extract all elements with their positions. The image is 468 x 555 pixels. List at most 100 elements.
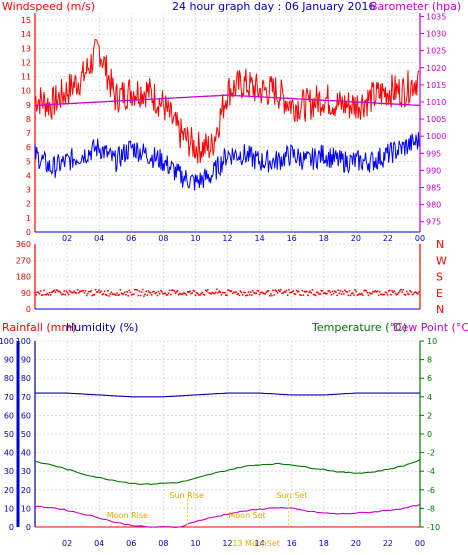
wind-direction-point: [139, 294, 142, 297]
wind-direction-point: [103, 290, 106, 293]
temperature-tick-label: 10: [427, 337, 437, 346]
wind-direction-point: [268, 294, 271, 297]
wind-direction-point: [337, 289, 340, 292]
wind-direction-point: [408, 293, 410, 296]
wind-direction-point: [271, 294, 273, 297]
wind-direction-point: [83, 292, 86, 294]
humidity-line: [35, 392, 420, 398]
wind-direction-point: [173, 290, 176, 292]
wind-direction-point: [338, 292, 341, 295]
hour-tick-label: 12: [222, 234, 232, 243]
wind-direction-point: [292, 290, 295, 292]
hour-tick-label: 02: [62, 234, 72, 243]
temperature-tick-label: 0: [427, 430, 432, 439]
wind-direction-point: [147, 290, 150, 292]
wind-direction-point: [99, 291, 101, 294]
hour-tick-label: 00: [415, 539, 425, 548]
wind-direction-point: [298, 290, 300, 293]
hour-tick-label: 16: [287, 539, 297, 548]
wind-direction-point: [300, 294, 302, 297]
wind-direction-point: [310, 291, 313, 294]
average-windspeed-line: [34, 131, 420, 191]
wind-direction-point: [269, 293, 272, 295]
rainfall-axis-title: Rainfall (mm): [2, 321, 76, 334]
wind-direction-point: [39, 290, 42, 292]
wind-direction-point: [118, 293, 121, 296]
wind-direction-point: [401, 291, 404, 293]
wind-direction-point: [122, 293, 125, 295]
wind-direction-point: [54, 291, 57, 293]
wind-direction-point: [341, 290, 344, 293]
wind-direction-point: [228, 289, 231, 292]
barometer-tick-label: 975: [426, 218, 441, 227]
wind-direction-point: [213, 292, 216, 295]
wind-direction-point: [386, 294, 389, 296]
wind-direction-point: [196, 292, 199, 295]
temperature-tick-label: -6: [427, 486, 435, 495]
wind-direction-point: [128, 289, 131, 292]
wind-direction-point: [168, 289, 171, 292]
wind-direction-point: [77, 292, 80, 294]
temperature-tick-label: -8: [427, 504, 435, 513]
wind-direction-point: [181, 293, 184, 296]
wind-direction-point: [309, 290, 311, 292]
wind-direction-point: [174, 292, 177, 295]
wind-direction-point: [280, 288, 282, 291]
wind-direction-point: [274, 289, 277, 291]
wind-direction-point: [241, 294, 244, 296]
wind-direction-point: [43, 289, 45, 292]
wind-direction-point: [86, 292, 89, 295]
wind-direction-point: [205, 290, 208, 293]
wind-direction-point: [348, 290, 351, 292]
wind-direction-point: [332, 292, 335, 295]
wind-direction-point: [82, 289, 85, 292]
wind-direction-point: [85, 294, 88, 297]
wind-direction-point: [53, 289, 55, 292]
wind-direction-point: [214, 291, 217, 294]
rainfall-tick-label: 100: [0, 337, 14, 346]
wind-direction-point: [109, 293, 112, 295]
humidity-tick-label: 40: [21, 449, 31, 458]
wind-direction-point: [410, 291, 413, 293]
wind-direction-point: [365, 290, 368, 292]
dew-point-axis-title: Dew Point (°C): [393, 321, 468, 334]
wind-direction-point: [328, 289, 331, 292]
wind-direction-point: [284, 291, 287, 293]
wind-direction-point: [378, 290, 381, 293]
windspeed-tick-label: 14: [21, 30, 31, 39]
hour-tick-label: 04: [94, 539, 104, 548]
wind-direction-point: [247, 291, 250, 293]
hour-tick-label: 04: [94, 234, 104, 243]
wind-direction-point: [141, 288, 144, 291]
wind-direction-point: [311, 288, 314, 291]
wind-direction-point: [240, 291, 243, 294]
hour-tick-label: 06: [126, 539, 136, 548]
wind-direction-point: [129, 291, 132, 294]
wind-direction-point: [238, 294, 241, 297]
windspeed-tick-label: 8: [26, 115, 31, 124]
compass-label: S: [436, 271, 443, 284]
wind-direction-point: [200, 292, 203, 295]
wind-direction-point: [73, 290, 76, 293]
wind-direction-point: [285, 289, 288, 292]
windspeed-axis-title: Windspeed (m/s): [2, 0, 95, 13]
barometer-tick-label: 1015: [426, 81, 446, 90]
wind-direction-point: [146, 294, 149, 296]
wind-direction-point: [388, 289, 391, 292]
wind-direction-point: [126, 290, 128, 293]
sun-set-label: Sun Set: [276, 491, 307, 500]
wind-direction-point: [115, 294, 117, 296]
barometer-axis-title: Barometer (hpa): [370, 0, 461, 13]
wind-direction-point: [46, 292, 49, 295]
temperature-tick-label: 8: [427, 356, 432, 365]
wind-direction-point: [286, 294, 289, 297]
windspeed-tick-label: 15: [21, 16, 31, 25]
wind-direction-point: [344, 289, 346, 292]
barometer-tick-label: 1035: [426, 12, 446, 21]
humidity-tick-label: 20: [21, 486, 31, 495]
wind-direction-point: [230, 289, 233, 292]
wind-direction-point: [376, 290, 379, 293]
